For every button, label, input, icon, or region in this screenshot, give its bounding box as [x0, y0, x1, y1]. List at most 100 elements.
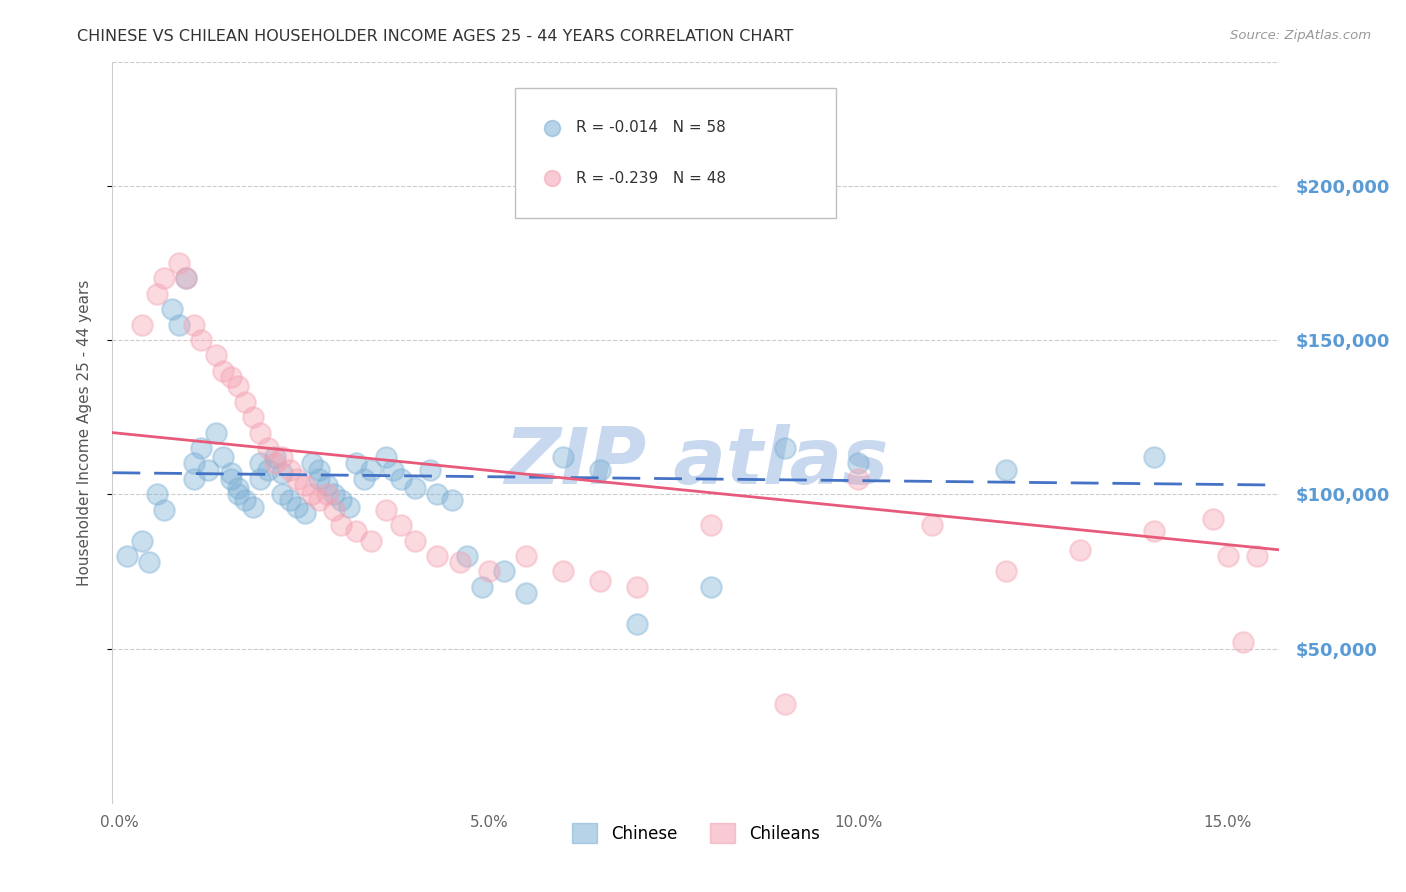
Point	[1202, 512, 1225, 526]
Point	[285, 472, 308, 486]
Point	[773, 441, 796, 455]
Point	[131, 533, 153, 548]
Point	[337, 500, 360, 514]
Point	[626, 616, 648, 631]
Point	[374, 450, 396, 465]
Point	[190, 333, 212, 347]
Point	[323, 487, 346, 501]
Point	[167, 256, 190, 270]
Point	[183, 318, 205, 332]
Point	[374, 502, 396, 516]
Point	[382, 462, 405, 476]
Point	[995, 462, 1018, 476]
Point	[921, 518, 943, 533]
Point	[471, 580, 494, 594]
Point	[131, 318, 153, 332]
Point	[426, 487, 449, 501]
Point	[153, 271, 176, 285]
Point	[315, 478, 337, 492]
Point	[278, 462, 301, 476]
Point	[848, 457, 870, 471]
Point	[426, 549, 449, 563]
Point	[848, 472, 870, 486]
Point	[256, 441, 278, 455]
Point	[330, 493, 353, 508]
Point	[219, 370, 242, 384]
Point	[389, 518, 412, 533]
Point	[205, 425, 228, 440]
Point	[219, 466, 242, 480]
Point	[226, 487, 249, 501]
Point	[515, 586, 537, 600]
Text: R = -0.239   N = 48: R = -0.239 N = 48	[576, 171, 725, 186]
Point	[249, 457, 271, 471]
Point	[249, 472, 271, 486]
Point	[242, 410, 264, 425]
Point	[226, 481, 249, 495]
Point	[226, 379, 249, 393]
Point	[183, 457, 205, 471]
Point	[478, 565, 501, 579]
Point	[456, 549, 478, 563]
Point	[1143, 450, 1166, 465]
Point	[1216, 549, 1239, 563]
Point	[235, 493, 257, 508]
Point	[271, 466, 294, 480]
Point	[183, 472, 205, 486]
Point	[301, 457, 323, 471]
Point	[308, 493, 330, 508]
Point	[551, 450, 574, 465]
Point	[330, 518, 353, 533]
Point	[264, 457, 287, 471]
Point	[551, 565, 574, 579]
Point	[190, 441, 212, 455]
Point	[153, 502, 176, 516]
Legend: Chinese, Chileans: Chinese, Chileans	[565, 816, 827, 850]
Point	[492, 565, 515, 579]
Point	[308, 462, 330, 476]
Point	[294, 478, 316, 492]
Text: R = -0.014   N = 58: R = -0.014 N = 58	[576, 120, 725, 136]
Point	[278, 493, 301, 508]
Point	[404, 533, 426, 548]
Point	[773, 697, 796, 711]
Point	[212, 364, 235, 378]
Point	[271, 487, 294, 501]
Point	[264, 450, 287, 465]
Point	[138, 555, 160, 569]
Point	[205, 349, 228, 363]
Point	[167, 318, 190, 332]
Point	[235, 394, 257, 409]
Point	[146, 286, 169, 301]
Point	[160, 302, 183, 317]
Point	[301, 487, 323, 501]
Point	[344, 524, 367, 539]
Point	[1069, 542, 1091, 557]
Point	[315, 487, 337, 501]
FancyBboxPatch shape	[515, 88, 837, 218]
Point	[449, 555, 471, 569]
Point	[285, 500, 308, 514]
Point	[344, 457, 367, 471]
Point	[146, 487, 169, 501]
Point	[404, 481, 426, 495]
Point	[271, 450, 294, 465]
Point	[197, 462, 219, 476]
Point	[441, 493, 464, 508]
Point	[419, 462, 441, 476]
Point	[389, 472, 412, 486]
Point	[360, 533, 382, 548]
Point	[256, 462, 278, 476]
Point	[626, 580, 648, 594]
Point	[1246, 549, 1268, 563]
Point	[323, 502, 346, 516]
Point	[308, 472, 330, 486]
Point	[249, 425, 271, 440]
Point	[176, 271, 198, 285]
Point	[360, 462, 382, 476]
Point	[212, 450, 235, 465]
Point	[589, 462, 612, 476]
Point	[117, 549, 139, 563]
Point	[219, 472, 242, 486]
Y-axis label: Householder Income Ages 25 - 44 years: Householder Income Ages 25 - 44 years	[77, 279, 91, 586]
